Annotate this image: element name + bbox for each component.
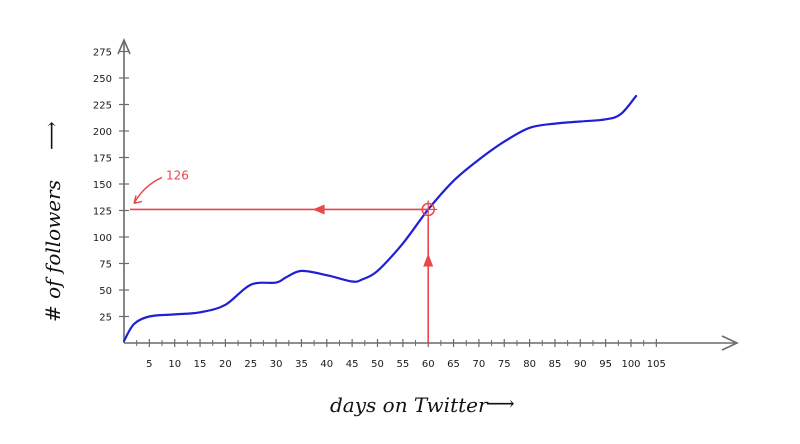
x-tick-label: 105 (647, 359, 666, 370)
y-tick-label: 175 (93, 154, 112, 165)
x-tick-label: 75 (498, 359, 511, 370)
y-tick-label: 225 (93, 101, 112, 112)
x-tick-label: 65 (447, 359, 460, 370)
annotation-left-arrowhead (312, 204, 325, 215)
x-axis-title-group: days on Twitter ⟶ (330, 391, 515, 417)
y-axis-title: # of followers (41, 180, 65, 322)
x-tick-label: 90 (574, 359, 587, 370)
annotation-group: 126 (130, 168, 434, 343)
x-tick-label: 50 (371, 359, 384, 370)
x-tick-label: 85 (549, 359, 562, 370)
annotation-up-arrowhead (423, 253, 434, 267)
x-tick-label: 40 (320, 359, 333, 370)
x-axis-title-arrow: ⟶ (486, 391, 515, 415)
y-tick-label: 100 (93, 233, 112, 244)
y-tick-label: 125 (93, 207, 112, 218)
series-line (122, 94, 638, 342)
y-tick-label: 250 (93, 74, 112, 85)
x-tick-label: 70 (473, 359, 486, 370)
y-ticks: 25 50 75 100 125 150 175 200 225 250 275 (93, 48, 129, 324)
x-tick-label: 35 (295, 359, 308, 370)
annotation-label: 126 (166, 168, 189, 182)
x-tick-label: 55 (396, 359, 409, 370)
y-tick-label: 75 (99, 260, 112, 271)
x-tick-label: 60 (422, 359, 435, 370)
annotation-marker (419, 200, 438, 219)
x-tick-label: 95 (599, 359, 612, 370)
x-tick-label: 5 (146, 359, 152, 370)
x-tick-label: 80 (523, 359, 536, 370)
x-ticks: 5 10 15 20 25 30 35 40 45 50 55 60 65 70 75 80 85 90 95 100… (136, 339, 666, 370)
x-axis-title: days on Twitter (330, 393, 489, 417)
y-axis-title-arrow: ⟶ (39, 121, 63, 150)
y-tick-label: 50 (99, 286, 112, 297)
y-axis-arrowhead (117, 37, 131, 55)
y-tick-label: 25 (99, 313, 112, 324)
x-tick-label: 25 (244, 359, 257, 370)
y-tick-label: 200 (93, 127, 112, 138)
y-tick-label: 150 (93, 180, 112, 191)
x-tick-label: 15 (194, 359, 207, 370)
annotation-callout-arrow (133, 176, 163, 205)
x-axis-arrowhead (721, 335, 739, 351)
y-tick-label: 275 (93, 48, 112, 59)
y-axis-title-group: # of followers ⟶ (39, 121, 65, 322)
x-tick-label: 30 (270, 359, 283, 370)
x-tick-label: 20 (219, 359, 232, 370)
x-tick-label: 10 (168, 359, 181, 370)
x-tick-label: 100 (621, 359, 640, 370)
x-tick-label: 45 (346, 359, 359, 370)
